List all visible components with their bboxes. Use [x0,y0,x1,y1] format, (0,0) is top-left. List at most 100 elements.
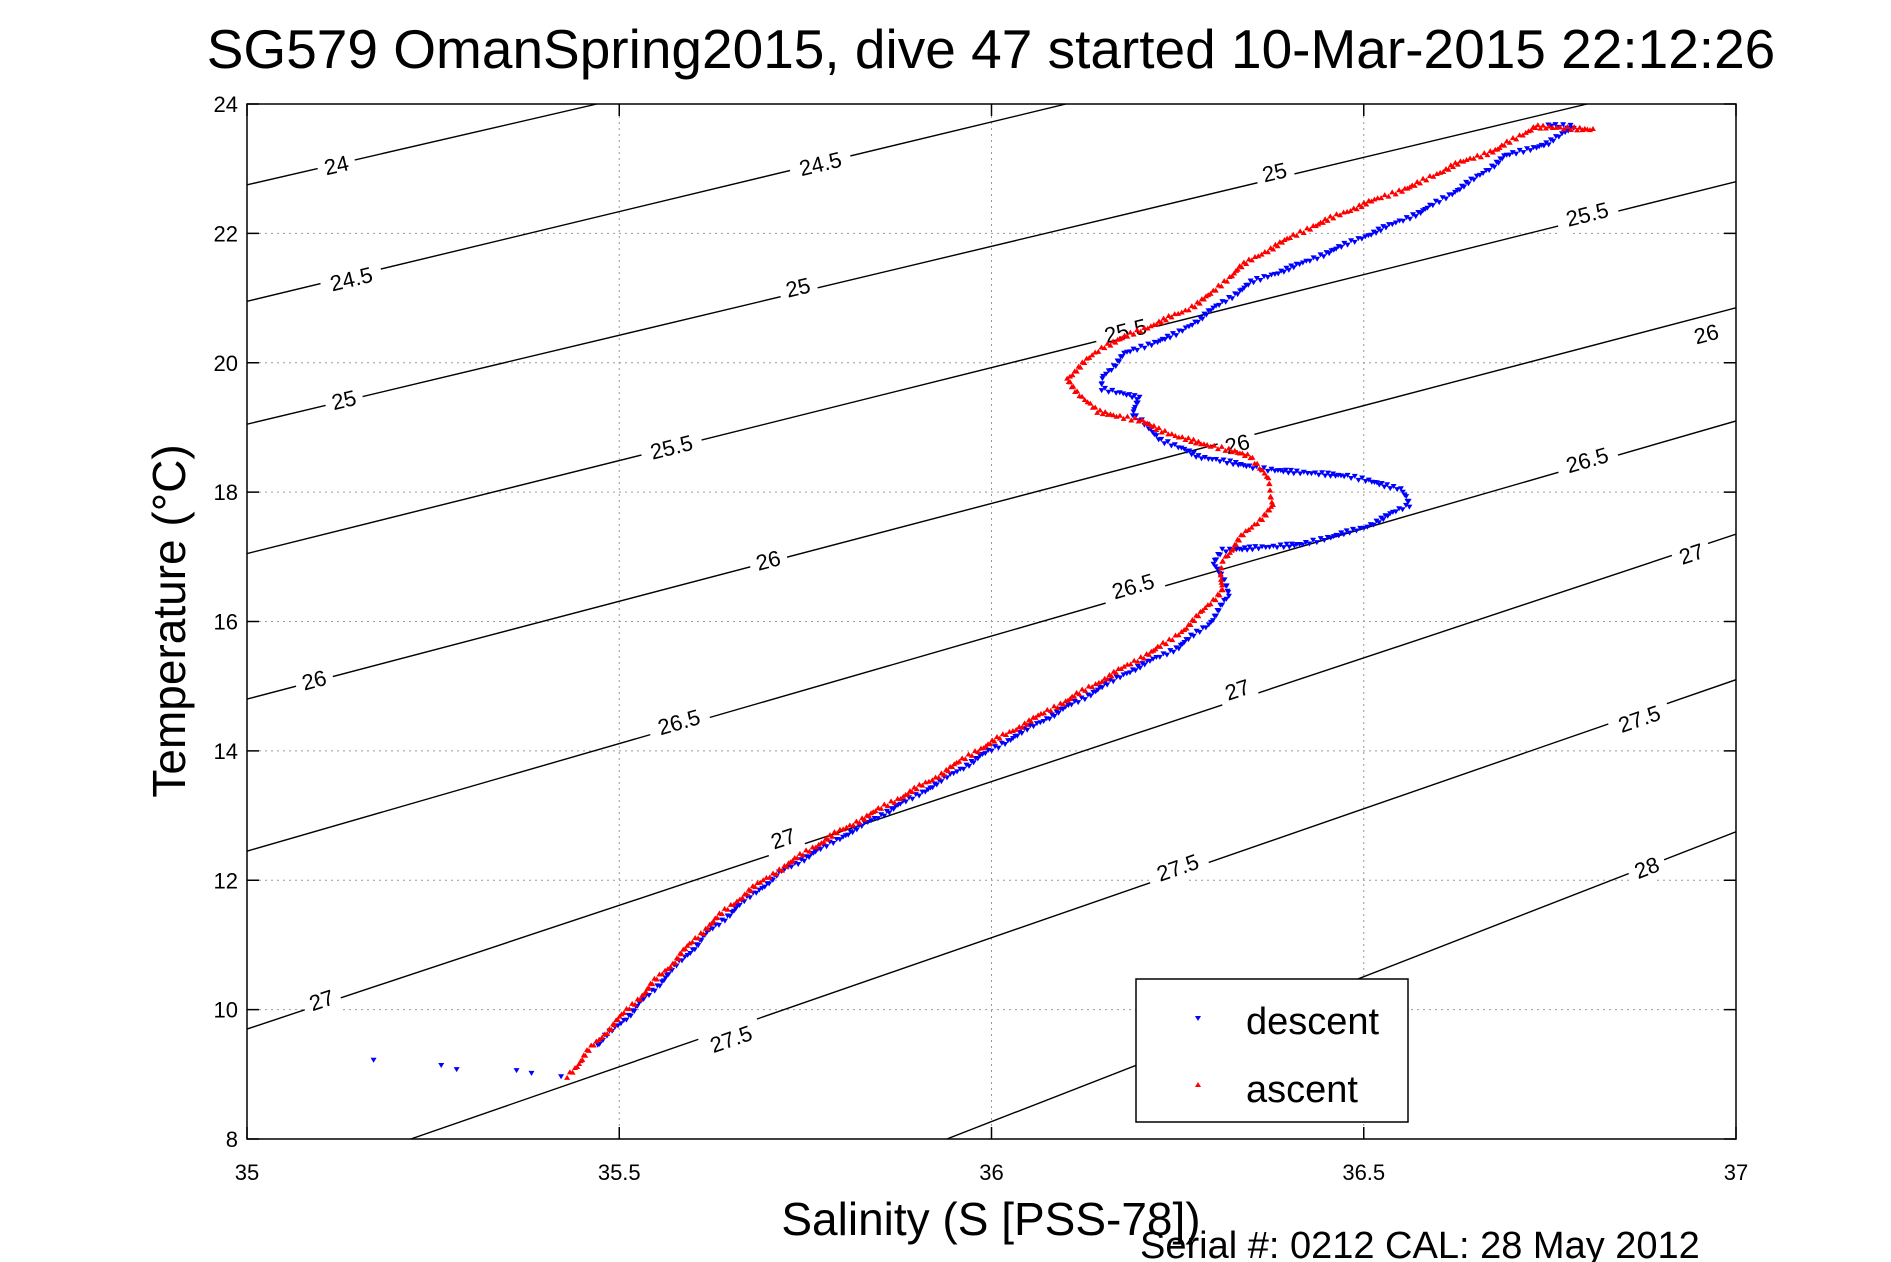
descent-marker [1270,543,1277,549]
ascent-marker [1358,204,1365,210]
ascent-marker [1460,158,1467,164]
descent-marker [988,748,995,754]
descent-marker [1333,246,1340,252]
isopycnal-label-background [1553,191,1621,237]
ascent-marker [1073,368,1080,374]
ascent-marker [904,791,911,797]
descent-marker [874,816,881,822]
descent-marker [631,1009,638,1015]
ascent-marker [752,884,759,890]
ascent-marker [1139,417,1145,423]
descent-marker [1264,468,1271,474]
ascent-marker [1054,705,1061,711]
descent-marker [916,793,923,799]
x-tick-label: 36 [979,1160,1003,1185]
ascent-marker [590,1042,597,1048]
descent-marker [1288,263,1295,269]
descent-marker [1173,333,1180,339]
descent-marker [1486,168,1493,174]
ascent-marker [1503,138,1510,144]
ascent-marker [733,898,740,904]
ascent-marker [1187,622,1194,628]
descent-marker [1361,525,1368,531]
ascent-marker [1238,264,1245,270]
descent-marker [817,847,824,853]
descent-marker [1341,240,1348,246]
ascent-marker [743,891,750,897]
ascent-marker [747,888,754,894]
descent-marker [1527,148,1534,154]
descent-marker [691,947,698,953]
ascent-marker [1158,429,1165,435]
ascent-marker [608,1026,615,1032]
descent-marker [1399,507,1406,513]
descent-marker [1300,469,1307,475]
descent-marker [1087,693,1094,699]
ascent-marker [1255,253,1262,259]
ascent-marker [1368,198,1375,204]
ascent-marker [1567,127,1574,133]
descent-marker [1234,292,1241,298]
descent-marker [1540,143,1547,149]
descent-marker [1387,486,1394,492]
descent-marker [1389,222,1396,228]
ascent-marker [1228,449,1235,455]
ascent-marker [1112,339,1119,345]
ascent-marker [1081,396,1088,402]
descent-marker [684,952,691,958]
isopycnal-label-background [637,424,706,469]
ascent-marker [1087,400,1094,406]
ascent-marker [1144,325,1151,331]
descent-marker [1134,347,1141,353]
descent-marker [1362,234,1369,240]
descent-marker [1247,278,1254,284]
descent-marker [528,1070,535,1076]
ascent-marker [1454,161,1461,167]
descent-marker [1213,613,1220,619]
descent-marker [954,769,961,775]
descent-marker [1046,716,1053,722]
descent-marker [1126,670,1133,676]
ascent-marker [1304,225,1311,231]
ascent-marker [853,818,860,824]
ascent-marker [1076,691,1083,697]
descent-marker [1399,489,1406,495]
descent-marker [1406,504,1413,510]
descent-marker [897,801,904,807]
descent-marker [1098,388,1105,394]
ascent-marker [574,1063,581,1069]
descent-marker [1322,473,1329,479]
descent-marker [617,1021,624,1027]
ascent-marker [1385,193,1392,199]
descent-marker [1134,400,1141,406]
ascent-marker [1183,625,1190,631]
ascent-marker [1542,125,1549,131]
isopycnal-label-background [1668,533,1715,574]
descent-marker [1215,608,1222,614]
descent-marker [1109,387,1116,393]
ascent-marker [1137,654,1144,660]
descent-marker [974,756,981,762]
descent-marker [1182,325,1189,331]
descent-marker [1209,618,1216,624]
descent-marker [1170,649,1177,655]
descent-marker [1545,122,1552,128]
descent-marker [982,751,989,757]
ascent-marker [614,1016,621,1022]
ascent-marker [1124,413,1131,419]
isopycnal-line [247,307,1736,700]
ascent-marker [1477,154,1484,160]
descent-marker [1315,472,1322,478]
descent-marker [1449,192,1456,198]
descent-marker [1132,404,1139,410]
ascent-marker [1158,319,1165,325]
descent-marker [1102,371,1109,377]
descent-marker [709,926,716,932]
descent-marker [1199,316,1206,322]
ascent-marker [1175,310,1182,316]
ascent-marker [1266,487,1273,493]
isopycnal-label-background [1623,846,1670,889]
isopycnal-label: 26.5 [1553,436,1622,483]
descent-marker [1196,629,1203,635]
ascent-marker [700,930,707,936]
